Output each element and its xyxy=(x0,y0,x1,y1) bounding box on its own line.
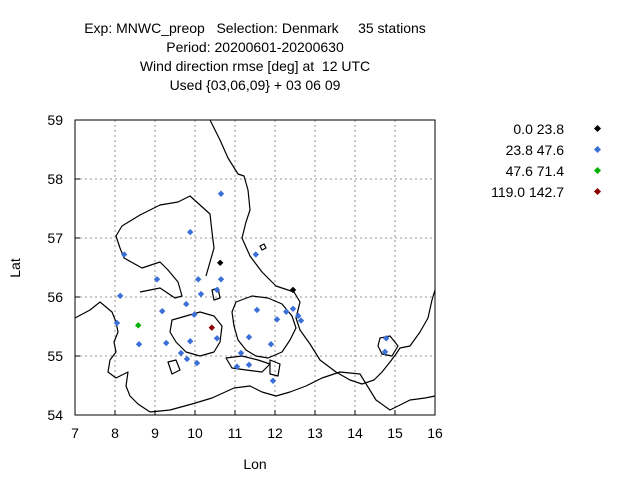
station-marker xyxy=(297,317,305,324)
station-marker xyxy=(187,228,194,236)
coastline-fyn xyxy=(169,311,223,357)
coastline-zealand xyxy=(231,295,297,359)
station-marker xyxy=(245,333,253,341)
legend-entry: 119.0 142.7 xyxy=(470,183,630,204)
x-tick-label: 9 xyxy=(151,425,159,441)
station-marker xyxy=(121,251,128,258)
station-marker xyxy=(163,339,170,347)
y-tick-label: 54 xyxy=(47,407,63,423)
station-markers xyxy=(113,190,390,384)
coastline-falster xyxy=(269,359,281,377)
legend-marker-icon xyxy=(593,166,602,175)
station-marker xyxy=(217,259,224,266)
legend: 0.0 23.8 23.8 47.6 47.6 71.4 119.0 142.7 xyxy=(470,120,630,204)
title-line-2: Period: 20200601-20200630 xyxy=(166,39,344,55)
legend-marker-icon xyxy=(593,145,602,154)
station-marker xyxy=(269,377,277,384)
x-tick-label: 13 xyxy=(307,425,323,441)
y-tick-label: 58 xyxy=(47,171,63,187)
title-line-3: Wind direction rmse [deg] at 12 UTC xyxy=(139,58,371,74)
legend-label: 0.0 23.8 xyxy=(513,121,564,137)
station-marker xyxy=(187,338,194,345)
y-tick-labels: 54 55 56 57 58 59 xyxy=(47,112,80,423)
plot-frame xyxy=(74,119,436,416)
legend-label: 47.6 71.4 xyxy=(505,163,564,179)
legend-entry: 47.6 71.4 xyxy=(470,162,630,183)
y-tick-label: 55 xyxy=(47,348,63,364)
station-marker xyxy=(117,292,124,300)
station-marker xyxy=(252,251,259,258)
x-tick-label: 16 xyxy=(427,425,443,441)
station-marker xyxy=(213,286,221,294)
station-marker xyxy=(217,276,225,283)
coastline-sweden xyxy=(209,119,436,385)
station-marker xyxy=(113,319,121,327)
chart-title: Exp: MNWC_preop Selection: Denmark 35 st… xyxy=(0,19,510,95)
legend-entry: 0.0 23.8 xyxy=(470,120,630,141)
station-marker xyxy=(191,311,198,318)
coastline-north-sea xyxy=(115,195,215,299)
x-tick-label: 8 xyxy=(111,425,119,441)
legend-label: 119.0 142.7 xyxy=(491,184,564,200)
station-marker xyxy=(135,341,143,348)
y-tick-label: 59 xyxy=(47,112,63,128)
legend-marker-icon xyxy=(593,124,602,133)
x-axis-label: Lon xyxy=(243,456,266,472)
y-tick-label: 56 xyxy=(47,289,63,305)
station-marker xyxy=(233,363,241,370)
station-marker xyxy=(289,305,297,312)
station-marker xyxy=(245,361,253,369)
station-marker xyxy=(289,286,297,294)
x-tick-label: 11 xyxy=(228,425,243,441)
coastline-als xyxy=(167,359,181,375)
station-marker xyxy=(159,307,166,315)
coastline-germany xyxy=(149,371,436,413)
station-marker xyxy=(283,308,290,315)
station-marker xyxy=(213,335,221,342)
station-marker xyxy=(273,316,281,323)
station-marker xyxy=(295,312,302,320)
legend-marker-icon xyxy=(593,187,602,196)
x-tick-label: 15 xyxy=(387,425,403,441)
legend-entry: 23.8 47.6 xyxy=(470,141,630,162)
coastlines xyxy=(74,119,436,413)
station-marker xyxy=(237,349,245,357)
station-marker xyxy=(183,355,191,363)
station-marker xyxy=(383,335,390,342)
station-marker xyxy=(135,322,142,329)
coastline-jutland-west xyxy=(74,301,151,413)
y-axis-label: Lat xyxy=(7,258,23,278)
coastline-anholt xyxy=(259,243,267,251)
x-tick-label: 7 xyxy=(71,425,79,441)
station-marker xyxy=(193,359,201,367)
x-tick-labels: 7 8 9 10 11 12 13 14 15 16 xyxy=(71,410,443,441)
station-marker xyxy=(195,276,202,283)
x-tick-label: 10 xyxy=(187,425,203,441)
y-tick-label: 57 xyxy=(47,230,63,246)
x-tick-label: 12 xyxy=(267,425,283,441)
station-marker xyxy=(177,349,185,357)
station-marker xyxy=(183,300,190,308)
station-marker xyxy=(267,341,275,348)
station-marker xyxy=(197,290,205,298)
x-tick-label: 14 xyxy=(347,425,363,441)
legend-label: 23.8 47.6 xyxy=(505,142,564,158)
station-marker xyxy=(381,348,389,356)
coastline-lolland xyxy=(225,355,271,373)
station-marker xyxy=(208,324,215,331)
coastline-bornholm xyxy=(377,335,399,357)
title-line-1: Exp: MNWC_preop Selection: Denmark 35 st… xyxy=(84,20,426,36)
station-marker xyxy=(217,190,225,197)
title-line-4: Used {03,06,09} + 03 06 09 xyxy=(169,77,341,93)
station-marker xyxy=(253,306,261,314)
station-marker xyxy=(153,276,161,283)
